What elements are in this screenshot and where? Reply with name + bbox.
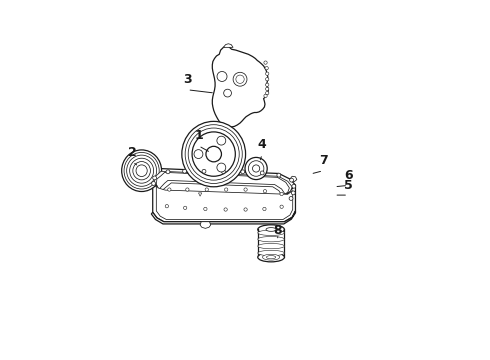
Circle shape	[277, 173, 281, 177]
Text: 7: 7	[319, 154, 328, 167]
Circle shape	[223, 89, 231, 97]
Circle shape	[236, 75, 244, 84]
Circle shape	[292, 184, 296, 188]
Polygon shape	[151, 211, 295, 224]
Ellipse shape	[126, 155, 157, 186]
Text: 4: 4	[258, 138, 267, 151]
Circle shape	[265, 67, 269, 70]
Polygon shape	[223, 44, 233, 48]
Circle shape	[205, 188, 208, 191]
Circle shape	[266, 83, 269, 86]
Ellipse shape	[258, 225, 284, 234]
Ellipse shape	[130, 158, 153, 183]
Ellipse shape	[188, 128, 239, 180]
Circle shape	[263, 207, 266, 211]
Circle shape	[183, 169, 187, 173]
Circle shape	[202, 169, 206, 173]
Circle shape	[260, 171, 264, 175]
Circle shape	[224, 188, 228, 191]
Circle shape	[186, 188, 189, 191]
Circle shape	[280, 205, 283, 208]
Ellipse shape	[122, 150, 162, 192]
Ellipse shape	[258, 250, 284, 256]
Circle shape	[151, 181, 155, 185]
Polygon shape	[200, 222, 211, 228]
Circle shape	[166, 170, 170, 174]
Ellipse shape	[263, 254, 280, 260]
Circle shape	[290, 178, 294, 182]
Ellipse shape	[124, 152, 159, 189]
Circle shape	[266, 91, 269, 95]
Circle shape	[217, 72, 227, 81]
Ellipse shape	[258, 253, 284, 262]
Circle shape	[183, 206, 187, 210]
Circle shape	[194, 150, 203, 158]
Ellipse shape	[258, 243, 284, 249]
Polygon shape	[155, 171, 292, 195]
Circle shape	[244, 188, 247, 191]
Circle shape	[217, 163, 226, 172]
Ellipse shape	[136, 165, 147, 176]
Circle shape	[289, 197, 293, 201]
Circle shape	[266, 87, 269, 91]
Ellipse shape	[267, 256, 276, 259]
Circle shape	[263, 190, 267, 193]
Ellipse shape	[182, 121, 245, 187]
Polygon shape	[162, 183, 282, 201]
Circle shape	[165, 204, 169, 208]
Circle shape	[241, 170, 245, 174]
Circle shape	[224, 208, 227, 211]
Circle shape	[266, 77, 269, 81]
Circle shape	[245, 157, 267, 180]
Ellipse shape	[258, 237, 284, 242]
Ellipse shape	[258, 230, 284, 235]
Polygon shape	[153, 168, 295, 194]
Circle shape	[153, 176, 157, 180]
Polygon shape	[290, 176, 297, 182]
Text: 2: 2	[128, 145, 137, 158]
Polygon shape	[212, 46, 269, 127]
Polygon shape	[156, 185, 293, 220]
Circle shape	[217, 136, 226, 145]
Circle shape	[168, 188, 171, 191]
Circle shape	[204, 207, 207, 211]
Polygon shape	[156, 172, 290, 195]
Ellipse shape	[185, 125, 242, 184]
Text: 3: 3	[183, 73, 192, 86]
Circle shape	[280, 192, 283, 195]
Polygon shape	[198, 193, 202, 196]
Circle shape	[244, 208, 247, 211]
Circle shape	[266, 72, 269, 75]
Text: 5: 5	[344, 179, 352, 192]
Circle shape	[292, 191, 295, 195]
Ellipse shape	[192, 132, 235, 176]
Text: 6: 6	[344, 169, 352, 182]
Ellipse shape	[133, 162, 150, 180]
Circle shape	[264, 61, 267, 64]
Polygon shape	[160, 180, 285, 200]
Circle shape	[248, 161, 264, 176]
Circle shape	[233, 72, 247, 86]
Circle shape	[252, 165, 260, 172]
Ellipse shape	[266, 228, 276, 231]
Text: 1: 1	[194, 130, 203, 143]
Text: 8: 8	[273, 224, 282, 237]
Ellipse shape	[206, 146, 221, 162]
Circle shape	[264, 94, 267, 98]
Polygon shape	[153, 182, 295, 222]
Circle shape	[221, 170, 225, 174]
